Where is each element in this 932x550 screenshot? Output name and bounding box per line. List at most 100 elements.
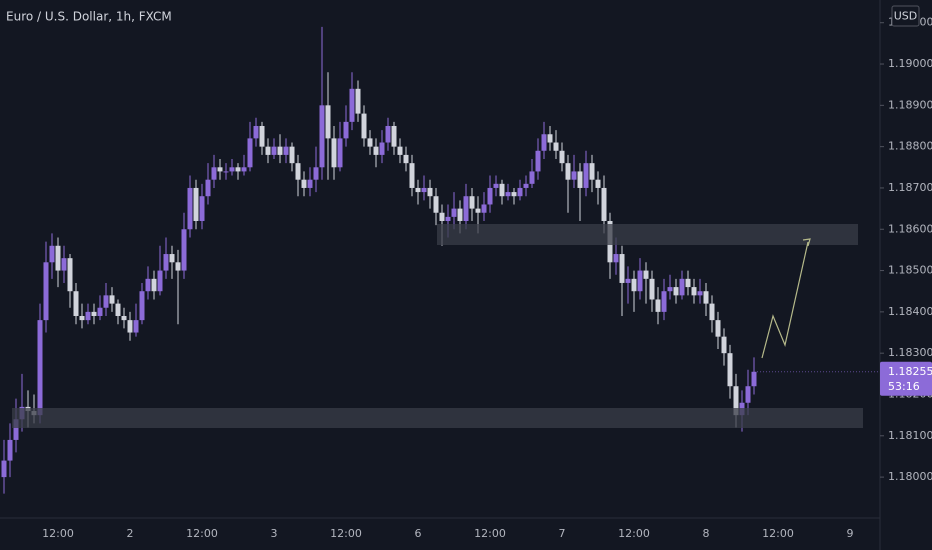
x-tick-label: 3: [271, 527, 278, 540]
candle-body: [211, 167, 217, 180]
y-tick-label: 1.18000: [888, 470, 932, 483]
y-tick-label: 1.18100: [888, 429, 932, 442]
candle-body: [565, 163, 571, 180]
candle-body: [301, 179, 307, 188]
candle-body: [619, 254, 625, 283]
candle-body: [589, 163, 595, 180]
candle-body: [55, 245, 61, 271]
candle-body: [577, 171, 583, 188]
candle-body: [667, 287, 673, 292]
last-price-label: 1.18255: [888, 365, 932, 378]
candle-body: [79, 316, 85, 321]
candle-body: [445, 216, 451, 221]
candle-body: [259, 125, 265, 147]
candle-body: [427, 187, 433, 197]
candle-body: [481, 204, 487, 213]
candle-body: [469, 196, 475, 209]
candle-body: [391, 125, 397, 147]
candle-body: [685, 278, 691, 288]
candle-body: [223, 171, 229, 173]
candle-body: [169, 254, 175, 263]
resistance-zone: [437, 224, 858, 245]
candle-body: [529, 171, 535, 184]
countdown-label: 53:16: [888, 380, 920, 393]
candle-body: [379, 142, 385, 155]
last-price-box: [880, 361, 932, 396]
candle-body: [709, 303, 715, 321]
candle-body: [151, 278, 157, 292]
projection-arrowhead: [802, 238, 811, 247]
candle-body: [691, 287, 697, 296]
candle-body: [247, 138, 253, 168]
candle-body: [145, 278, 151, 292]
candle-body: [499, 183, 505, 197]
candle-body: [673, 287, 679, 296]
candle-body: [289, 146, 295, 164]
candle-body: [373, 146, 379, 155]
candle-body: [475, 208, 481, 213]
candle-body: [733, 386, 739, 416]
candle-body: [397, 146, 403, 155]
y-tick-label: 1.18300: [888, 346, 932, 359]
candle-body: [703, 291, 709, 304]
candle-body: [601, 187, 607, 221]
x-tick-label: 6: [415, 527, 422, 540]
x-tick-label: 12:00: [762, 527, 794, 540]
y-tick-label: 1.18800: [888, 140, 932, 153]
projection-path: [761, 241, 809, 359]
candle-body: [643, 270, 649, 279]
candle-body: [127, 320, 133, 333]
candle-body: [553, 142, 559, 151]
candle-body: [583, 163, 589, 188]
candle-body: [715, 320, 721, 337]
candle-body: [751, 371, 757, 387]
candle-body: [13, 419, 19, 440]
candle-body: [193, 187, 199, 221]
candle-body: [37, 320, 43, 416]
candle-body: [505, 192, 511, 197]
support-zone: [12, 408, 863, 428]
candle-body: [313, 167, 319, 180]
candle-body: [253, 125, 259, 139]
candle-body: [457, 208, 463, 221]
candle-body: [349, 88, 355, 122]
candle-body: [535, 150, 541, 172]
candle-body: [697, 291, 703, 296]
candle-body: [73, 291, 79, 317]
y-tick-label: 1.18700: [888, 181, 932, 194]
candle-body: [283, 146, 289, 155]
candle-body: [85, 311, 91, 321]
candle-body: [385, 125, 391, 143]
candle-body: [661, 291, 667, 312]
candle-body: [355, 88, 361, 114]
y-tick-label: 1.18900: [888, 98, 932, 111]
candle-body: [367, 138, 373, 147]
candle-body: [637, 270, 643, 292]
candle-body: [187, 187, 193, 230]
candle-body: [97, 307, 103, 317]
candle-body: [295, 163, 301, 180]
candle-body: [271, 146, 277, 155]
x-tick-label: 8: [703, 527, 710, 540]
candle-body: [523, 183, 529, 188]
candle-body: [1, 460, 7, 478]
candle-body: [43, 262, 49, 321]
candle-body: [133, 320, 139, 333]
candle-body: [181, 229, 187, 271]
candle-body: [433, 196, 439, 213]
candle-body: [613, 254, 619, 263]
candle-body: [517, 187, 523, 197]
candle-body: [241, 167, 247, 172]
currency-button[interactable]: [891, 5, 920, 27]
x-tick-label: 7: [559, 527, 566, 540]
candle-body: [547, 134, 553, 143]
candle-body: [721, 336, 727, 354]
candle-body: [541, 134, 547, 151]
y-tick-label: 1.18600: [888, 222, 932, 235]
candle-body: [199, 196, 205, 221]
candle-body: [625, 278, 631, 283]
candle-body: [595, 179, 601, 188]
candle-body: [463, 196, 469, 221]
candle-body: [487, 187, 493, 205]
